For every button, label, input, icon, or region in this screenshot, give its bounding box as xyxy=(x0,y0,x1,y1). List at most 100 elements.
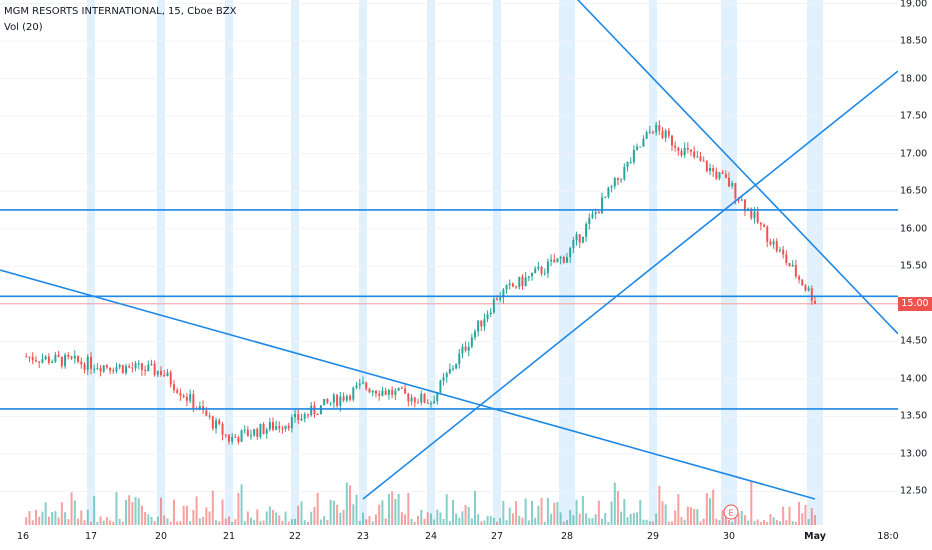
price-tick-label: 14.50 xyxy=(900,335,928,347)
volume-bar xyxy=(508,507,511,525)
price-tick-label: 12.50 xyxy=(900,485,928,497)
candle-body xyxy=(198,406,201,409)
candle-body xyxy=(99,368,102,372)
price-axis[interactable]: 12.50 13.00 13.50 14.00 14.50 15.00 15.50 16.00… xyxy=(898,0,932,525)
volume-bar xyxy=(134,497,137,525)
volume-bar xyxy=(407,492,410,525)
candle-body xyxy=(221,424,224,435)
time-axis[interactable]: 16 17 20 21 22 23 24 27 28 29 30 May 18:0 xyxy=(0,525,899,550)
candle-body xyxy=(358,383,361,386)
volume-bar xyxy=(365,519,368,525)
price-tick-label: 13.00 xyxy=(900,448,928,460)
volume-bar xyxy=(156,516,159,525)
candle-body xyxy=(118,365,121,368)
candle-body xyxy=(543,273,546,275)
volume-bar xyxy=(144,511,147,525)
candle-body xyxy=(160,370,162,375)
candle-body xyxy=(511,283,514,287)
candle-body xyxy=(80,361,83,365)
candle-body xyxy=(616,177,619,180)
earnings-icon[interactable] xyxy=(723,504,739,520)
volume-indicator-label[interactable]: Vol (20) xyxy=(4,22,43,33)
candle-body xyxy=(182,395,185,397)
candle-body xyxy=(763,224,766,227)
volume-bar xyxy=(778,521,781,525)
volume-bar xyxy=(575,499,578,525)
volume-bar xyxy=(804,505,807,525)
volume-bar xyxy=(195,496,198,525)
volume-bar xyxy=(439,512,442,525)
chart-plot-area[interactable]: E xyxy=(0,0,898,525)
candle-body xyxy=(464,346,467,351)
candle-body xyxy=(371,390,374,393)
volume-bar xyxy=(99,516,102,525)
volume-bar xyxy=(140,505,143,525)
candle-body xyxy=(553,259,556,263)
candle-body xyxy=(192,394,195,409)
candle-body xyxy=(47,356,50,363)
volume-bar xyxy=(616,491,619,525)
volume-bar xyxy=(683,519,686,525)
volume-bar xyxy=(499,518,502,525)
symbol-title[interactable]: MGM RESORTS INTERNATIONAL, 15, Cboe BZX xyxy=(4,6,237,17)
volume-bar xyxy=(540,497,543,525)
volume-bar xyxy=(250,517,252,525)
candle-body xyxy=(362,382,364,384)
volume-bar xyxy=(642,519,645,525)
candle-body xyxy=(86,356,89,370)
volume-bar xyxy=(562,521,565,525)
candle-body xyxy=(147,364,150,372)
candle-body xyxy=(753,211,756,219)
volume-bar xyxy=(253,520,256,525)
volume-bar xyxy=(474,490,476,525)
volume-bar xyxy=(287,521,290,525)
candle-body xyxy=(474,331,476,338)
candle-body xyxy=(294,413,296,418)
volume-bar xyxy=(44,502,47,525)
candle-body xyxy=(265,429,268,434)
candle-body xyxy=(128,366,131,368)
volume-bar xyxy=(316,492,319,525)
volume-bar xyxy=(543,521,546,525)
candle-body xyxy=(772,241,775,245)
candle-body xyxy=(550,259,553,262)
candle-body xyxy=(492,298,495,313)
candle-body xyxy=(329,402,332,404)
volume-bar xyxy=(566,520,568,525)
volume-bar xyxy=(794,521,797,525)
volume-bar xyxy=(413,521,416,525)
candle-body xyxy=(798,276,801,280)
candle-body xyxy=(814,300,816,304)
candle-body xyxy=(355,385,358,388)
candle-body xyxy=(407,393,410,402)
volume-bar xyxy=(629,513,632,525)
volume-bar xyxy=(93,496,96,525)
volume-bar xyxy=(734,513,737,525)
volume-bar xyxy=(51,512,54,525)
volume-bar xyxy=(667,521,670,525)
candle-body xyxy=(505,285,508,290)
price-tick-label: 15.50 xyxy=(900,260,928,272)
volume-bar xyxy=(674,510,677,525)
volume-bar xyxy=(467,507,470,525)
candle-body xyxy=(163,374,166,376)
volume-bar xyxy=(118,518,121,525)
candle-body xyxy=(527,276,530,278)
candle-body xyxy=(166,372,169,376)
candle-body xyxy=(483,319,486,327)
volume-bar xyxy=(234,519,237,525)
candle-body xyxy=(452,368,454,370)
candle-body xyxy=(105,365,108,368)
candle-body xyxy=(25,356,28,358)
candle-body xyxy=(144,370,147,372)
volume-bar xyxy=(109,520,112,525)
volume-bar xyxy=(477,514,480,525)
volume-bar xyxy=(693,508,696,525)
volume-bar xyxy=(336,504,339,525)
volume-bar xyxy=(524,498,527,525)
volume-bar xyxy=(496,521,498,525)
candle-body xyxy=(636,146,639,150)
volume-bar xyxy=(297,505,300,525)
candle-body xyxy=(176,390,179,393)
